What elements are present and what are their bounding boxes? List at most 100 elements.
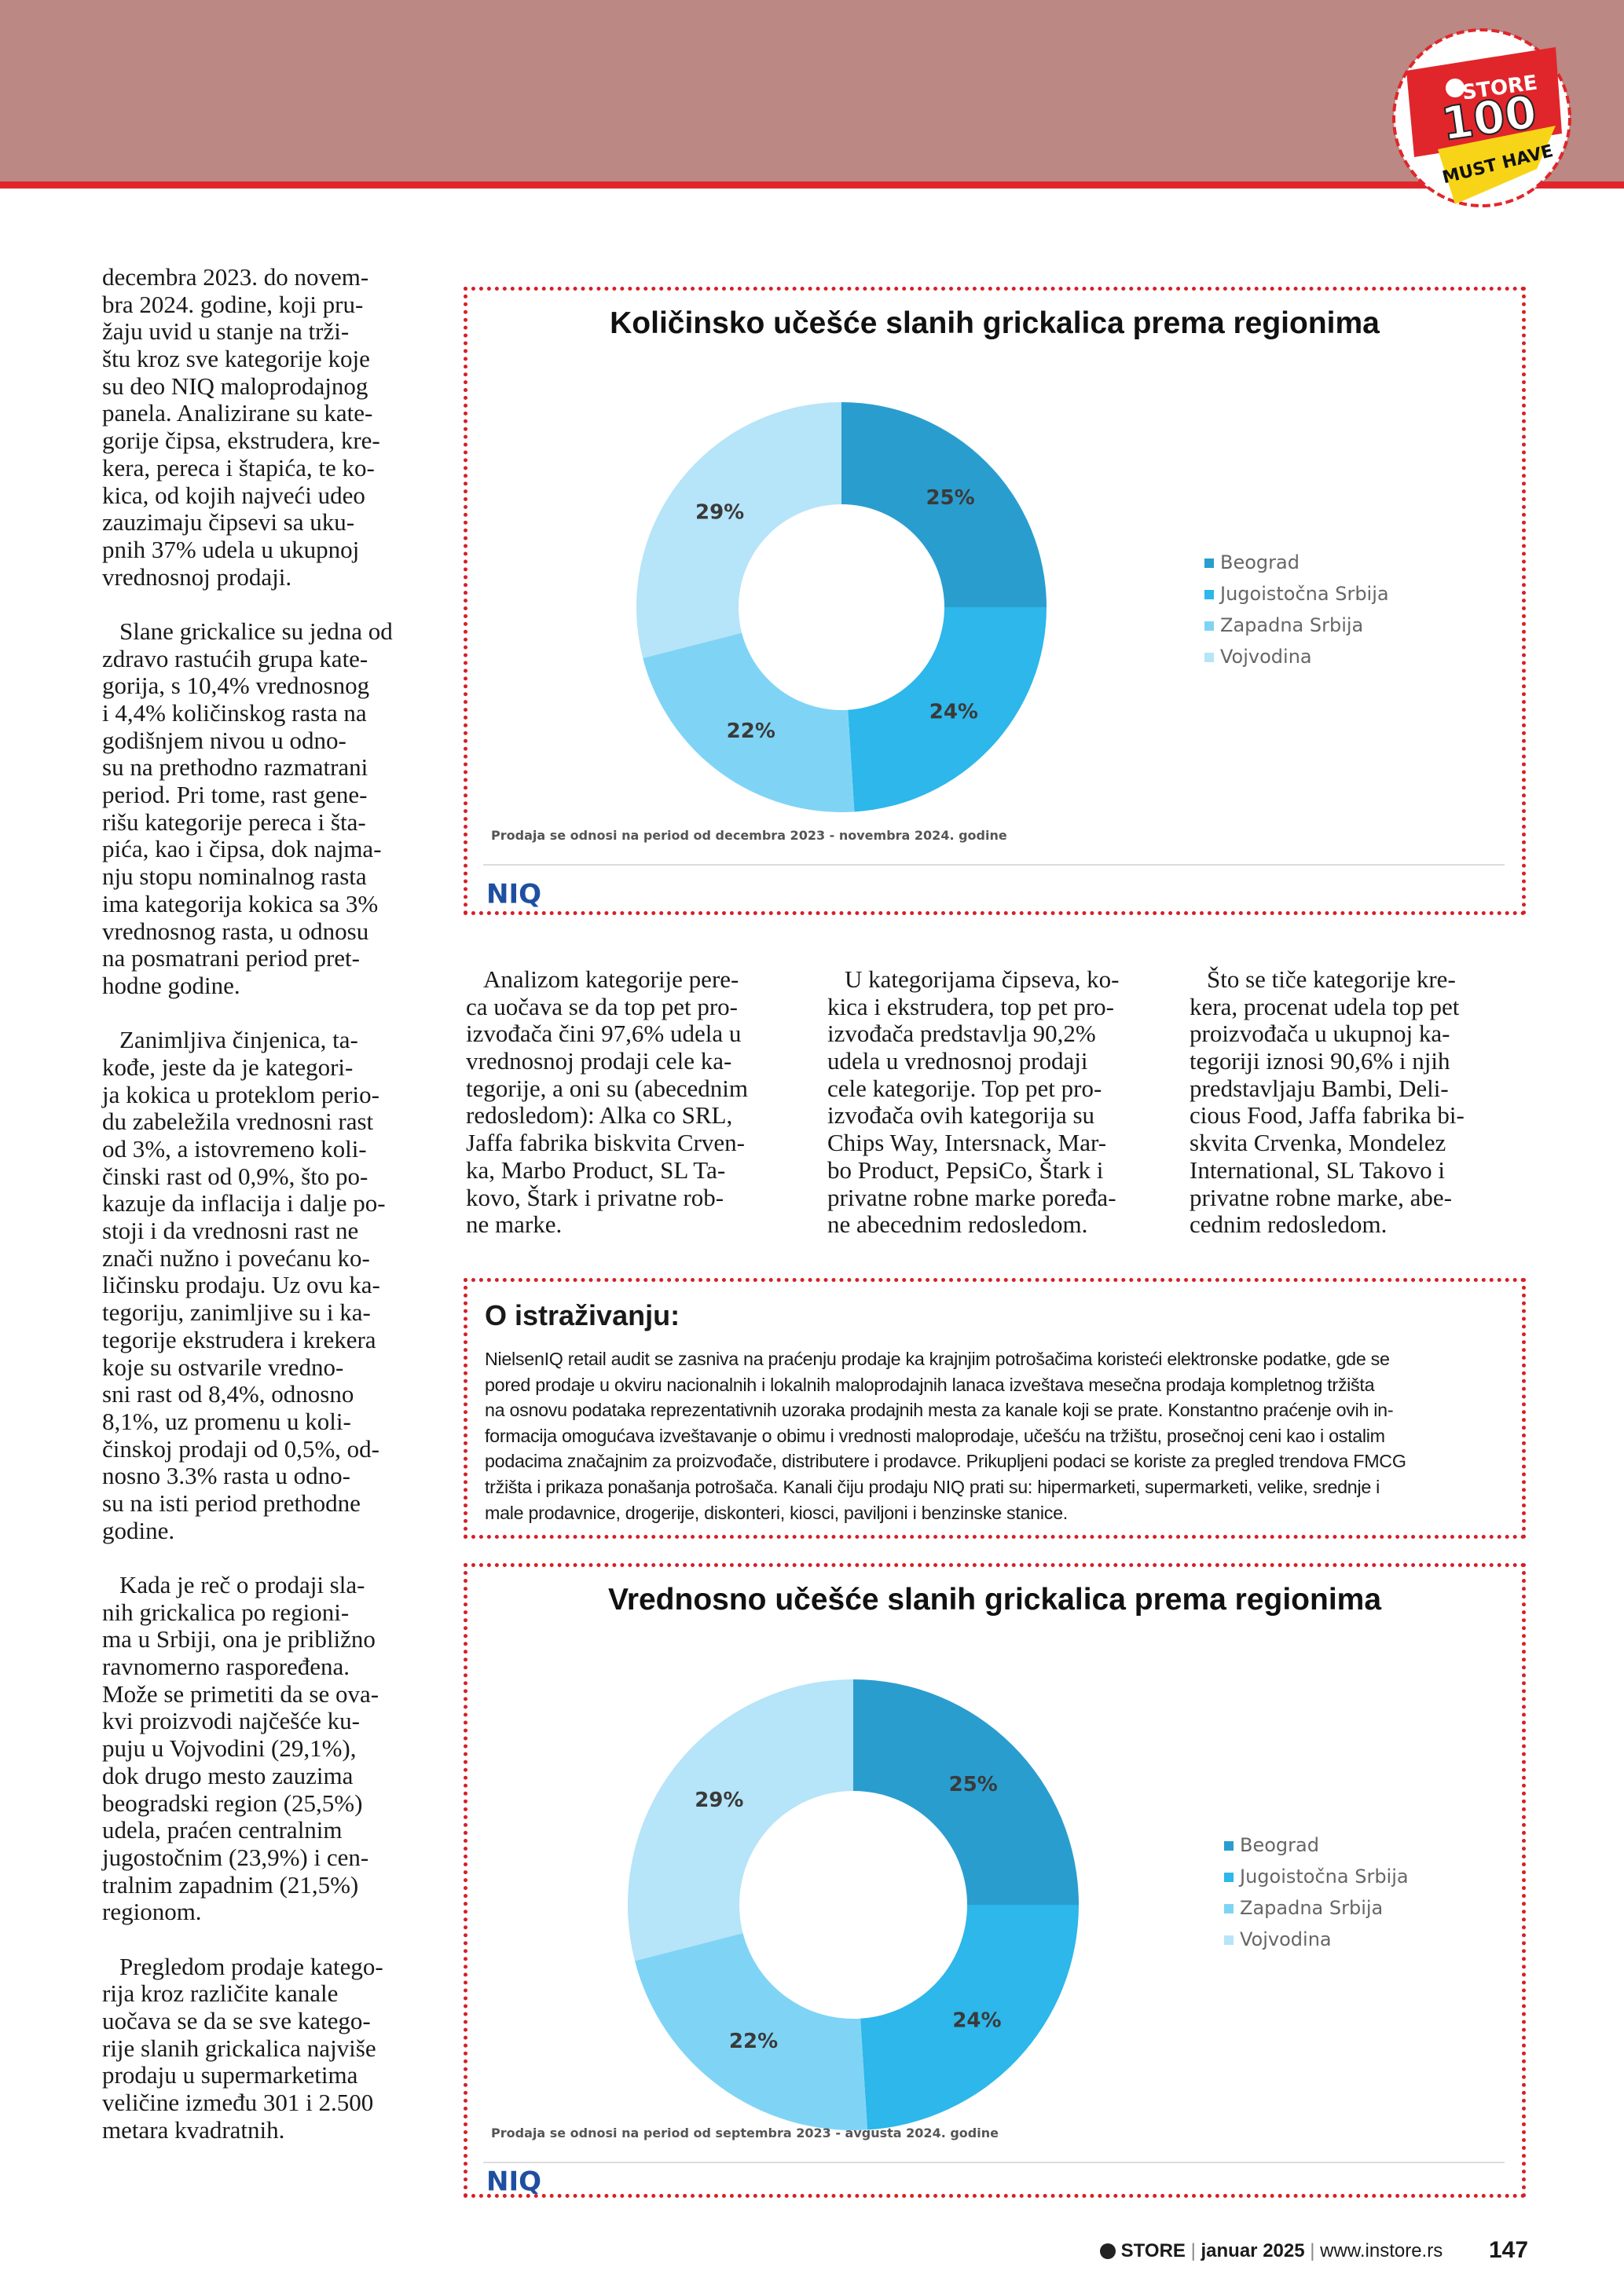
- text-line: skvita Crvenka, Mondelez: [1190, 1129, 1446, 1157]
- badge-icon: [1446, 79, 1465, 97]
- text-line: ma u Srbiji, ona je približno: [102, 1625, 376, 1653]
- footer-icon: [1100, 2243, 1116, 2259]
- column: Analizom kategorije pere-ca uočava se da…: [466, 965, 796, 1239]
- text-line: prodaju u supermarketima: [102, 2061, 358, 2089]
- text-line: kovo, Štark i privatne rob-: [466, 1183, 724, 1211]
- donut-slice: [635, 1933, 868, 2130]
- text-line: jugostočnim (23,9%) i cen-: [102, 1843, 369, 1871]
- text-line: panela. Analizirane su kate-: [102, 399, 373, 427]
- text-line: NielsenIQ retail audit se zasniva na pra…: [485, 1349, 1390, 1369]
- text-line: ne abecednim redosledom.: [827, 1210, 1088, 1239]
- text-line: činskoj prodaji od 0,5%, od-: [102, 1434, 380, 1463]
- donut-slice: [853, 1679, 1079, 1905]
- column: U kategorijama čipseva, ko-kica i ekstru…: [827, 965, 1157, 1239]
- paragraph: Zanimljiva činjenica, ta-kođe, jeste da …: [102, 1027, 440, 1544]
- research-text: NielsenIQ retail audit se zasniva na pra…: [485, 1346, 1406, 1525]
- text-line: ima kategorija kokica sa 3%: [102, 889, 379, 917]
- donut-slice: [636, 402, 841, 658]
- text-line: Slane grickalice su jedna od: [119, 617, 393, 645]
- text-line: tržišta i prikaza ponašanja potrošača. K…: [485, 1476, 1380, 1497]
- paragraph: Slane grickalice su jedna od zdravo rastu…: [102, 617, 440, 1000]
- text-line: stoji i da vrednosni rast ne: [102, 1217, 359, 1245]
- donut-slice: [628, 1679, 853, 1961]
- logo: NIQ: [486, 879, 541, 910]
- text-line: zdravo rastućih grupa kate-: [102, 644, 368, 672]
- text-line: gorija, s 10,4% vrednosnog: [102, 672, 370, 700]
- text-line: činski rast od 0,9%, što po-: [102, 1162, 368, 1190]
- text-line: proizvođača u ukupnoj ka-: [1190, 1020, 1450, 1048]
- paragraph: Kada je reč o prodaji sla-nih grickalica…: [102, 1571, 440, 1926]
- text-line: su deo NIQ maloprodajnog: [102, 372, 368, 400]
- text-line: znači nužno i povećanu ko-: [102, 1243, 370, 1272]
- data-label: 25%: [926, 486, 974, 510]
- legend-swatch: [1224, 1904, 1234, 1913]
- text-line: kera, procenat udela top pet: [1190, 992, 1460, 1020]
- text-line: kazuje da inflacija i dalje po-: [102, 1189, 386, 1218]
- research-title: O istraživanju:: [485, 1299, 680, 1331]
- text-line: kvi proizvodi najčešće ku-: [102, 1707, 360, 1735]
- text-line: pića, kao i čipsa, dok najma-: [102, 835, 382, 863]
- legend-swatch: [1204, 558, 1214, 568]
- donut-slice: [643, 632, 855, 812]
- text-line: ca uočava se da top pet pro-: [466, 992, 739, 1020]
- text-line: bra 2024. godine, koji pru-: [102, 290, 364, 318]
- legend-swatch: [1224, 1841, 1234, 1851]
- text-line: cious Food, Jaffa fabrika bi-: [1190, 1101, 1465, 1130]
- donut-slice: [841, 402, 1047, 607]
- text-line: kera, pereca i štapića, te ko-: [102, 453, 375, 482]
- donut-slice: [860, 1905, 1079, 2130]
- text-line: du zabeležila vrednosni rast: [102, 1108, 374, 1136]
- legend-label: Beograd: [1220, 551, 1300, 573]
- legend-swatch: [1204, 621, 1214, 631]
- text-line: godine.: [102, 1516, 175, 1544]
- legend-label: Vojvodina: [1240, 1928, 1332, 1950]
- text-line: sni rast od 8,4%, odnosno: [102, 1380, 354, 1408]
- text-line: izvođača ovih kategorija su: [827, 1101, 1095, 1130]
- text-line: regionom.: [102, 1898, 202, 1926]
- text-line: su na isti period prethodne: [102, 1489, 361, 1517]
- chart-box: Količinsko učešće slanih grickalica prem…: [464, 287, 1526, 915]
- text-line: Zanimljiva činjenica, ta-: [119, 1026, 358, 1054]
- text-line: vrednosnog rasta, u odnosu: [102, 917, 369, 945]
- text-line: ja kokica u proteklom perio-: [102, 1080, 379, 1108]
- text-line: Analizom kategorije pere-: [483, 965, 739, 993]
- legend-swatch: [1204, 653, 1214, 662]
- chart-note: Prodaja se odnosi na period od decembra …: [491, 828, 1007, 843]
- text-line: su na prethodno razmatrani: [102, 753, 368, 782]
- legend-label: Zapadna Srbija: [1220, 614, 1363, 636]
- text-line: beogradski region (25,5%): [102, 1789, 363, 1817]
- left-column: decembra 2023. do novem-bra 2024. godine…: [102, 263, 440, 2171]
- text-line: ne marke.: [466, 1210, 563, 1239]
- data-label: 24%: [929, 701, 978, 724]
- text-line: ličinsku prodaju. Uz ovu ka-: [102, 1271, 380, 1299]
- donut-slice: [848, 607, 1047, 812]
- text-line: redosledom): Alka co SRL,: [466, 1101, 733, 1130]
- text-line: zauzimaju čipsevi sa uku-: [102, 508, 355, 536]
- text-line: rije slanih grickalica najviše: [102, 2034, 376, 2062]
- text-line: podacima značajnim za proizvođače, distr…: [485, 1451, 1406, 1472]
- text-line: male prodavnice, drogerije, diskonteri, …: [485, 1502, 1068, 1523]
- data-label: 29%: [695, 1789, 743, 1812]
- text-line: U kategorijama čipseva, ko-: [845, 965, 1120, 993]
- legend-swatch: [1224, 1873, 1234, 1882]
- text-line: nosno 3.3% rasta u odno-: [102, 1462, 350, 1490]
- text-line: kođe, jeste da je kategori-: [102, 1053, 354, 1081]
- text-line: Chips Way, Intersnack, Mar-: [827, 1129, 1107, 1157]
- text-line: formacija omogućava izveštavanje o obimu…: [485, 1425, 1385, 1446]
- footer-brand: STORE: [1120, 2240, 1186, 2261]
- text-line: International, SL Takovo i: [1190, 1155, 1445, 1184]
- text-line: rišu kategorije pereca i šta-: [102, 807, 366, 836]
- text-line: vrednosnoj prodaji.: [102, 562, 292, 591]
- paragraph: Pregledom prodaje katego-rija kroz razli…: [102, 1952, 440, 2144]
- text-line: i 4,4% količinskog rasta na: [102, 699, 367, 727]
- page-number: 147: [1489, 2237, 1529, 2263]
- chart: 25% Beograd 24% Jugoistočna Srbija 22% Zapadn…: [483, 1679, 1505, 2194]
- text-line: na osnovu podataka reprezentativnih uzor…: [485, 1400, 1394, 1421]
- text-line: 8,1%, uz promenu u koli-: [102, 1407, 351, 1435]
- legend-label: Jugoistočna Srbija: [1238, 1866, 1409, 1888]
- text-line: pnih 37% udela u ukupnoj: [102, 535, 360, 563]
- text-line: Pregledom prodaje katego-: [119, 1952, 383, 1980]
- text-line: od 3%, a istovremeno koli-: [102, 1135, 367, 1163]
- text-line: žaju uvid u stanje na trži-: [102, 317, 350, 346]
- text-line: tralnim zapadnim (21,5%): [102, 1870, 359, 1899]
